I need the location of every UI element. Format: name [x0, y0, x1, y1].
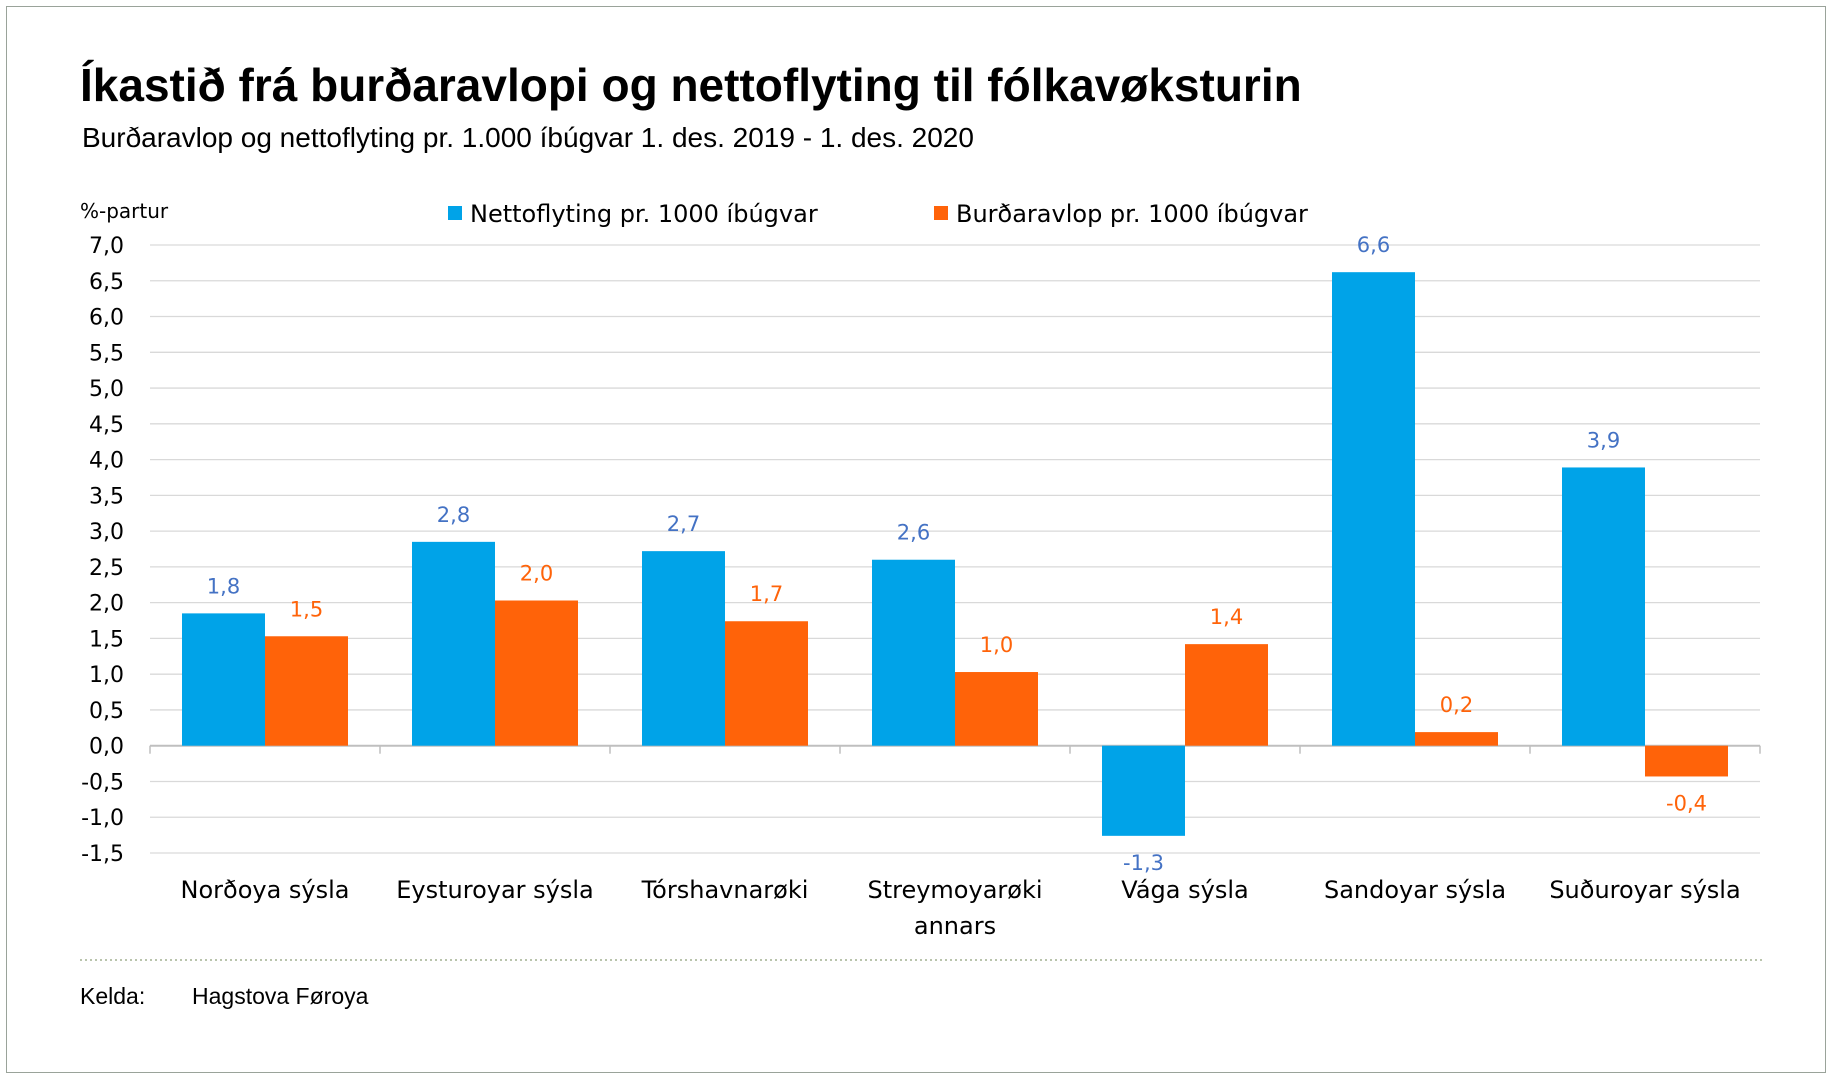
data-label: 1,0: [980, 633, 1013, 657]
y-tick-label: -1,0: [81, 806, 124, 831]
legend: Nettoflyting pr. 1000 íbúgvar Burðaravlop…: [448, 200, 1308, 228]
data-label: 0,2: [1440, 693, 1473, 717]
y-tick-label: -1,5: [81, 842, 124, 867]
data-label: 1,5: [290, 597, 323, 621]
y-tick-label: 0,5: [89, 699, 124, 724]
data-label: 2,8: [437, 503, 470, 527]
y-tick-label: 2,0: [89, 592, 124, 617]
legend-label: Nettoflyting pr. 1000 íbúgvar: [470, 200, 818, 228]
data-label: 1,8: [207, 574, 240, 598]
y-tick-label: 1,0: [89, 663, 124, 688]
data-labels: 1,8 2,8 2,7 2,6 -1,3 6,6 3,9 1,5 2,0 1,7 1,0 1,4 0,2…: [207, 233, 1707, 875]
legend-label: Burðaravlop pr. 1000 íbúgvar: [956, 200, 1308, 228]
data-label: 6,6: [1357, 233, 1390, 257]
bar: [182, 613, 265, 746]
data-label: 1,4: [1210, 605, 1243, 629]
y-tick-label: 6,5: [89, 270, 124, 295]
chart-subtitle: Burðaravlop og nettoflyting pr. 1.000 íb…: [82, 122, 974, 153]
bar: [1562, 467, 1645, 746]
category-label: Tórshavnarøki: [641, 876, 809, 904]
gridlines: [149, 244, 1761, 854]
bar: [725, 621, 808, 746]
y-axis-ticks: 7,0 6,5 6,0 5,5 5,0 4,5 4,0 3,5 3,0 2,5 2,0 1,5 1,0 0…: [81, 234, 124, 867]
y-tick-label: 5,5: [89, 341, 124, 366]
y-tick-label: 3,5: [89, 484, 124, 509]
data-label: -1,3: [1123, 851, 1164, 875]
y-tick-label: 3,0: [89, 520, 124, 545]
category-labels: Norðoya sýsla Eysturoyar sýsla Tórshavnarø…: [181, 876, 1741, 940]
y-tick-label: 4,0: [89, 449, 124, 474]
y-axis-label: %-partur: [80, 199, 169, 223]
bar: [265, 636, 348, 746]
y-tick-label: 7,0: [89, 234, 124, 259]
data-label: 2,7: [667, 512, 700, 536]
category-label: annars: [914, 912, 996, 940]
bars: [182, 272, 1728, 836]
y-tick-label: 4,5: [89, 413, 124, 438]
legend-swatch: [934, 206, 948, 220]
bar: [1185, 644, 1268, 746]
category-label: Sandoyar sýsla: [1324, 876, 1506, 904]
source-value: Hagstova Føroya: [192, 983, 369, 1009]
data-label: 3,9: [1587, 428, 1620, 452]
bar: [1102, 745, 1185, 836]
y-tick-label: 5,0: [89, 377, 124, 402]
bar: [955, 672, 1038, 746]
y-tick-label: 6,0: [89, 306, 124, 331]
legend-swatch: [448, 206, 462, 220]
data-label: -0,4: [1666, 791, 1707, 815]
category-label: Vága sýsla: [1121, 876, 1248, 904]
chart-frame: [6, 6, 1826, 1073]
category-label: Streymoyarøki: [867, 876, 1042, 904]
bar: [412, 541, 495, 746]
y-tick-label: 0,0: [89, 735, 124, 760]
chart-title: Íkastið frá burðaravlopi og nettoflyting…: [80, 59, 1302, 111]
bar: [1645, 745, 1728, 777]
bar: [1415, 732, 1498, 746]
data-label: 2,6: [897, 521, 930, 545]
data-label: 1,7: [750, 582, 783, 606]
bar: [872, 559, 955, 746]
bar: [1332, 272, 1415, 746]
y-tick-label: 1,5: [89, 627, 124, 652]
y-tick-label: -0,5: [81, 770, 124, 795]
category-label: Suðuroyar sýsla: [1549, 876, 1740, 904]
category-label: Norðoya sýsla: [181, 876, 350, 904]
data-label: 2,0: [520, 562, 553, 586]
y-tick-label: 2,5: [89, 556, 124, 581]
category-label: Eysturoyar sýsla: [396, 876, 594, 904]
source-label: Kelda:: [80, 983, 146, 1009]
bar: [642, 551, 725, 746]
bar: [495, 600, 578, 746]
